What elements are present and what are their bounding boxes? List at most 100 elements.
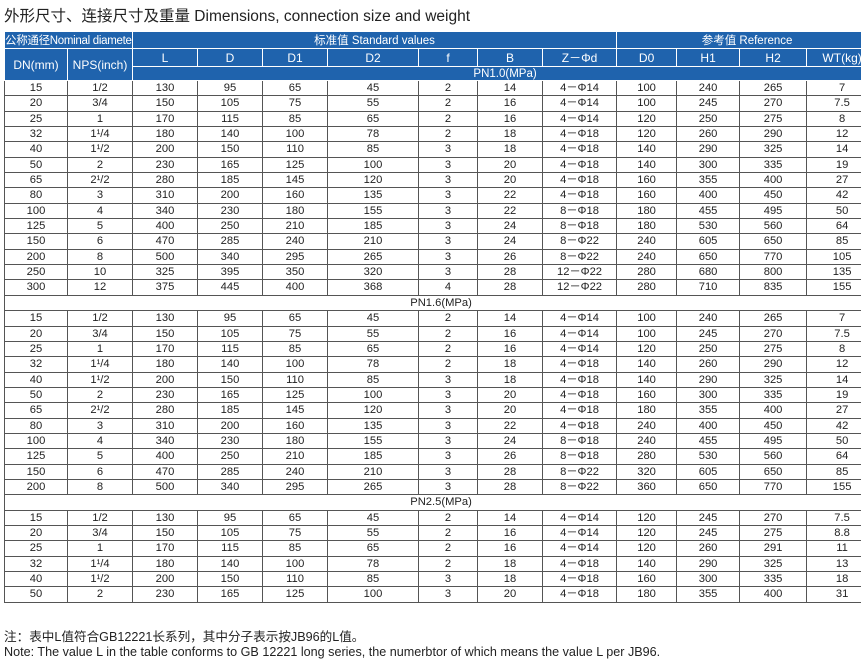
table-cell: 125 [262, 156, 328, 174]
table-cell: 20 [477, 172, 543, 189]
table-cell: 65 [262, 310, 328, 327]
table-cell: 140 [616, 371, 678, 388]
table-cell: 835 [739, 279, 808, 296]
table-cell: 125 [4, 218, 68, 235]
table-cell: 50 [4, 586, 68, 603]
table-cell: 100 [616, 95, 678, 112]
table-cell: 4 [67, 432, 133, 450]
col-header-d: D [197, 48, 263, 67]
table-cell: 100 [327, 586, 419, 603]
table-cell: 140 [616, 156, 678, 174]
table-cell: 31 [806, 586, 861, 603]
table-cell: 14 [806, 141, 861, 158]
table-cell: 24 [477, 432, 543, 450]
page-title: 外形尺寸、连接尺寸及重量 Dimensions, connection size… [4, 8, 471, 25]
table-cell: 1 [67, 110, 133, 128]
table-cell: 185 [327, 448, 419, 465]
table-cell: 260 [676, 126, 741, 143]
table-cell: 2¹/2 [67, 172, 133, 189]
col-header-f: f [418, 48, 478, 67]
table-cell: 78 [327, 356, 419, 373]
table-cell: 1¹/2 [67, 371, 133, 388]
table-cell: 350 [262, 264, 328, 281]
table-cell: 368 [327, 279, 419, 296]
table-cell: 230 [132, 156, 198, 174]
table-cell: 240 [262, 233, 328, 250]
table-cell: 265 [739, 79, 808, 97]
table-cell: 45 [327, 509, 419, 526]
table-cell: 200 [132, 570, 198, 588]
table-cell: 300 [676, 570, 741, 588]
table-cell: 12－Φ22 [541, 264, 618, 281]
table-cell: 275 [739, 340, 808, 358]
table-cell: 100 [616, 325, 678, 342]
table-cell: 105 [806, 248, 861, 266]
table-cell: 20 [477, 386, 543, 404]
table-cell: 400 [676, 417, 741, 434]
table-row: 50 2 230 165 125 100 3 20 4－Φ18 140 300 335 19 [4, 156, 861, 174]
table-cell: 180 [616, 586, 678, 603]
table-cell: 4－Φ18 [541, 417, 618, 434]
table-cell: 455 [676, 432, 741, 450]
table-cell: 140 [197, 555, 263, 573]
table-cell: 18 [477, 126, 543, 143]
table-cell: 100 [4, 202, 68, 220]
table-cell: 4 [418, 279, 478, 296]
table-row: 20 3/4 150 105 75 55 2 16 4－Φ14 100 245 270 7.5 [4, 325, 861, 342]
table-cell: 27 [806, 402, 861, 419]
table-cell: 605 [676, 233, 741, 250]
table-cell: 280 [616, 264, 678, 281]
table-cell: 470 [132, 233, 198, 250]
table-cell: 6 [67, 463, 133, 480]
table-cell: 650 [739, 233, 808, 250]
table-cell: 1/2 [67, 310, 133, 327]
table-cell: 325 [739, 371, 808, 388]
table-cell: 14 [806, 371, 861, 388]
table-cell: 130 [132, 509, 198, 526]
table-cell: 4－Φ18 [541, 172, 618, 189]
table-cell: 170 [132, 540, 198, 557]
table-cell: 135 [327, 417, 419, 434]
table-cell: 680 [676, 264, 741, 281]
table-cell: 240 [676, 310, 741, 327]
table-cell: 3 [418, 432, 478, 450]
table-cell: 18 [477, 570, 543, 588]
table-cell: 16 [477, 340, 543, 358]
table-cell: 280 [616, 448, 678, 465]
table-cell: 400 [676, 187, 741, 204]
table-cell: 65 [327, 110, 419, 128]
table-cell: 40 [4, 570, 68, 588]
table-cell: 50 [806, 202, 861, 220]
table-cell: 4－Φ14 [541, 79, 618, 97]
table-cell: 300 [4, 279, 68, 296]
table-cell: 20 [4, 95, 68, 112]
table-cell: 230 [132, 386, 198, 404]
table-row: 20 3/4 150 105 75 55 2 16 4－Φ14 120 245 275 8.8 [4, 524, 861, 542]
table-cell: 65 [4, 172, 68, 189]
table-cell: 2 [418, 524, 478, 542]
table-cell: 4－Φ14 [541, 95, 618, 112]
col-header-h1: H1 [676, 48, 741, 67]
table-cell: 16 [477, 95, 543, 112]
table-cell: 2 [418, 95, 478, 112]
table-cell: 115 [197, 110, 263, 128]
table-cell: 25 [4, 110, 68, 128]
table-cell: 3 [418, 218, 478, 235]
table-cell: 85 [806, 233, 861, 250]
table-cell: 100 [327, 386, 419, 404]
table-cell: 16 [477, 110, 543, 128]
table-cell: 140 [197, 126, 263, 143]
table-cell: 78 [327, 555, 419, 573]
table-cell: 95 [197, 79, 263, 97]
table-cell: 160 [262, 187, 328, 204]
table-cell: 8－Φ22 [541, 478, 618, 496]
table-cell: 450 [739, 187, 808, 204]
table-cell: 95 [197, 310, 263, 327]
table-cell: 325 [739, 141, 808, 158]
table-cell: 245 [676, 524, 741, 542]
table-cell: 20 [4, 524, 68, 542]
table-cell: 150 [132, 325, 198, 342]
table-cell: 26 [477, 448, 543, 465]
table-cell: 445 [197, 279, 263, 296]
table-cell: 230 [197, 202, 263, 220]
